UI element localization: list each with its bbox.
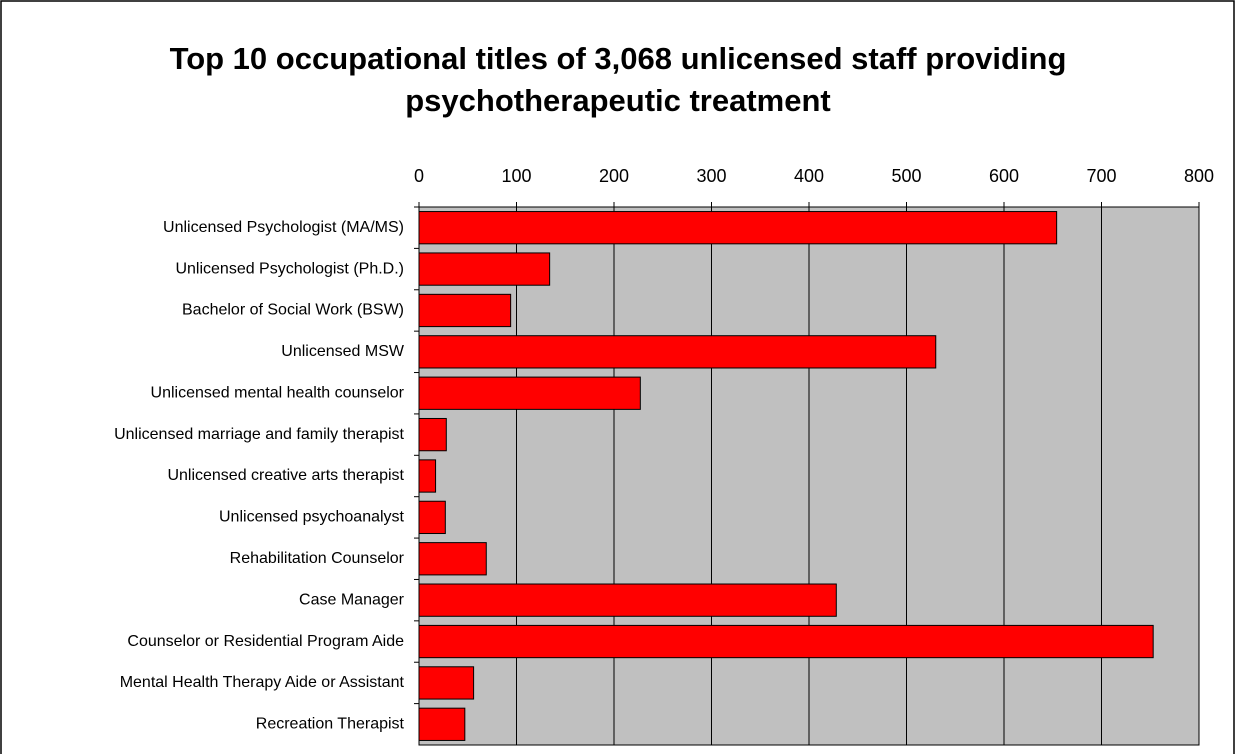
bar	[418, 417, 447, 452]
y-tick-label: Bachelor of Social Work (BSW)	[182, 302, 404, 319]
bar	[418, 335, 937, 369]
y-tick-label: Unlicensed Psychologist (MA/MS)	[163, 219, 404, 236]
x-tick-label: 700	[1086, 166, 1116, 186]
bar	[418, 293, 512, 328]
bar	[418, 459, 437, 493]
x-tick-label: 300	[696, 166, 726, 186]
x-tick-label: 200	[599, 166, 629, 186]
x-tick-label: 100	[501, 166, 531, 186]
chart-title: Top 10 occupational titles of 3,068 unli…	[169, 41, 1067, 118]
x-tick-label: 500	[891, 166, 921, 186]
bar	[418, 624, 1154, 659]
bar	[418, 583, 837, 617]
bar	[418, 500, 446, 535]
bar	[418, 211, 1058, 245]
y-tick-label: Unlicensed psychoanalyst	[219, 509, 405, 526]
y-tick-label: Unlicensed MSW	[281, 343, 405, 360]
bar	[418, 707, 466, 741]
bar	[418, 542, 487, 576]
x-tick-label: 0	[414, 166, 424, 186]
y-tick-label: Rehabilitation Counselor	[230, 550, 405, 567]
x-tick-label: 600	[989, 166, 1019, 186]
y-tick-label: Case Manager	[299, 591, 405, 608]
bar	[418, 376, 641, 410]
bar	[418, 666, 475, 700]
bar	[418, 252, 551, 286]
y-tick-label: Unlicensed creative arts therapist	[167, 467, 404, 484]
y-tick-label: Unlicensed mental health counselor	[151, 384, 405, 401]
y-tick-label: Counselor or Residential Program Aide	[127, 633, 404, 650]
y-tick-label: Unlicensed marriage and family therapist	[114, 426, 404, 443]
y-tick-label: Recreation Therapist	[256, 716, 405, 733]
y-tick-label: Mental Health Therapy Aide or Assistant	[120, 674, 405, 691]
y-tick-label: Unlicensed Psychologist (Ph.D.)	[175, 260, 404, 277]
x-tick-label: 800	[1184, 166, 1214, 186]
x-tick-label: 400	[794, 166, 824, 186]
